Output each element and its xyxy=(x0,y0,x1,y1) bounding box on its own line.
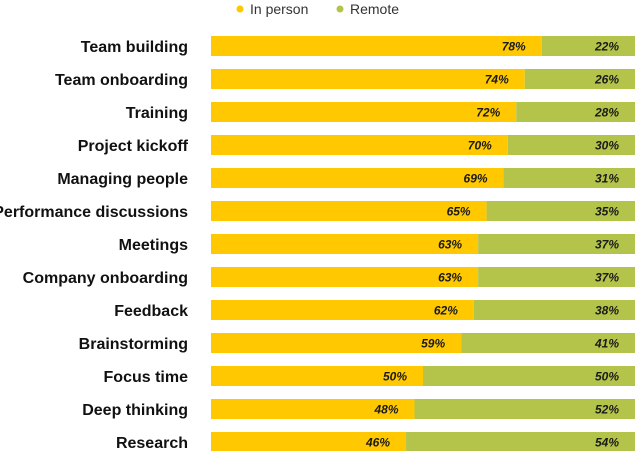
bar-remote-project-kickoff xyxy=(507,135,635,155)
value-label-in-person-training: 72% xyxy=(476,106,500,120)
value-label-in-person-meetings: 63% xyxy=(438,238,462,252)
value-label-remote-deep-thinking: 52% xyxy=(595,403,619,417)
category-label-project-kickoff: Project kickoff xyxy=(78,138,189,155)
bar-in-person-deep-thinking xyxy=(211,399,415,419)
value-label-in-person-managing-people: 69% xyxy=(464,172,488,186)
value-label-in-person-feedback: 62% xyxy=(434,304,458,318)
value-label-in-person-performance-discussions: 65% xyxy=(447,205,471,219)
bar-in-person-team-building xyxy=(211,36,542,56)
value-label-remote-company-onboarding: 37% xyxy=(595,271,619,285)
bar-remote-deep-thinking xyxy=(414,399,635,419)
legend-label-in-person: In person xyxy=(250,1,308,17)
value-label-remote-managing-people: 31% xyxy=(595,172,619,186)
bars-group xyxy=(211,36,635,451)
bar-remote-managing-people xyxy=(503,168,635,188)
category-label-team-onboarding: Team onboarding xyxy=(55,72,188,89)
value-label-in-person-team-onboarding: 74% xyxy=(485,73,509,87)
category-label-managing-people: Managing people xyxy=(57,171,188,188)
bar-in-person-feedback xyxy=(211,300,474,320)
value-label-in-person-research: 46% xyxy=(365,436,390,450)
value-label-remote-meetings: 37% xyxy=(595,238,619,252)
value-label-remote-training: 28% xyxy=(594,106,619,120)
category-label-performance-discussions: Performance discussions xyxy=(0,204,188,221)
category-label-company-onboarding: Company onboarding xyxy=(23,270,188,287)
bar-remote-company-onboarding xyxy=(478,267,635,287)
value-label-remote-brainstorming: 41% xyxy=(594,337,619,351)
value-labels: 78% 22% 74% 26% 72% 28% 70% 30% 69% 31% 65% 35% 63% 3… xyxy=(365,40,619,450)
category-label-deep-thinking: Deep thinking xyxy=(82,402,188,419)
bar-in-person-company-onboarding xyxy=(211,267,479,287)
chart-legend: In person Remote xyxy=(236,1,399,17)
bar-remote-focus-time xyxy=(423,366,635,386)
bar-in-person-team-onboarding xyxy=(211,69,525,89)
legend-label-remote: Remote xyxy=(350,1,399,17)
category-label-focus-time: Focus time xyxy=(104,369,189,386)
bar-remote-team-building xyxy=(541,36,635,56)
value-label-in-person-deep-thinking: 48% xyxy=(373,403,398,417)
bar-in-person-brainstorming xyxy=(211,333,462,353)
value-label-in-person-team-building: 78% xyxy=(502,40,526,54)
legend-marker-remote xyxy=(336,5,344,13)
bar-remote-meetings xyxy=(478,234,635,254)
value-label-in-person-company-onboarding: 63% xyxy=(438,271,462,285)
value-label-remote-team-building: 22% xyxy=(594,40,619,54)
value-label-remote-team-onboarding: 26% xyxy=(594,73,619,87)
value-label-remote-project-kickoff: 30% xyxy=(595,139,619,153)
value-label-remote-performance-discussions: 35% xyxy=(595,205,619,219)
bar-in-person-performance-discussions xyxy=(211,201,487,221)
value-label-in-person-project-kickoff: 70% xyxy=(468,139,492,153)
bar-remote-feedback xyxy=(473,300,635,320)
bar-remote-research xyxy=(406,432,635,451)
legend-marker-in-person xyxy=(236,5,244,13)
bar-in-person-project-kickoff xyxy=(211,135,508,155)
value-label-remote-focus-time: 50% xyxy=(595,370,619,384)
value-label-in-person-brainstorming: 59% xyxy=(421,337,445,351)
category-label-feedback: Feedback xyxy=(114,303,188,320)
value-label-remote-research: 54% xyxy=(595,436,619,450)
category-label-brainstorming: Brainstorming xyxy=(79,336,188,353)
bar-in-person-research xyxy=(211,432,407,451)
category-label-research: Research xyxy=(116,435,188,451)
bar-in-person-training xyxy=(211,102,517,122)
bar-in-person-meetings xyxy=(211,234,479,254)
bar-remote-team-onboarding xyxy=(524,69,635,89)
category-label-meetings: Meetings xyxy=(119,237,188,254)
bar-remote-training xyxy=(516,102,635,122)
value-label-in-person-focus-time: 50% xyxy=(383,370,407,384)
category-labels: Team building Team onboarding Training Proj… xyxy=(0,39,189,451)
value-label-remote-feedback: 38% xyxy=(595,304,619,318)
bar-in-person-managing-people xyxy=(211,168,504,188)
category-label-team-building: Team building xyxy=(81,39,188,56)
bar-remote-performance-discussions xyxy=(486,201,635,221)
bar-remote-brainstorming xyxy=(461,333,635,353)
category-label-training: Training xyxy=(126,105,188,122)
bar-in-person-focus-time xyxy=(211,366,423,386)
